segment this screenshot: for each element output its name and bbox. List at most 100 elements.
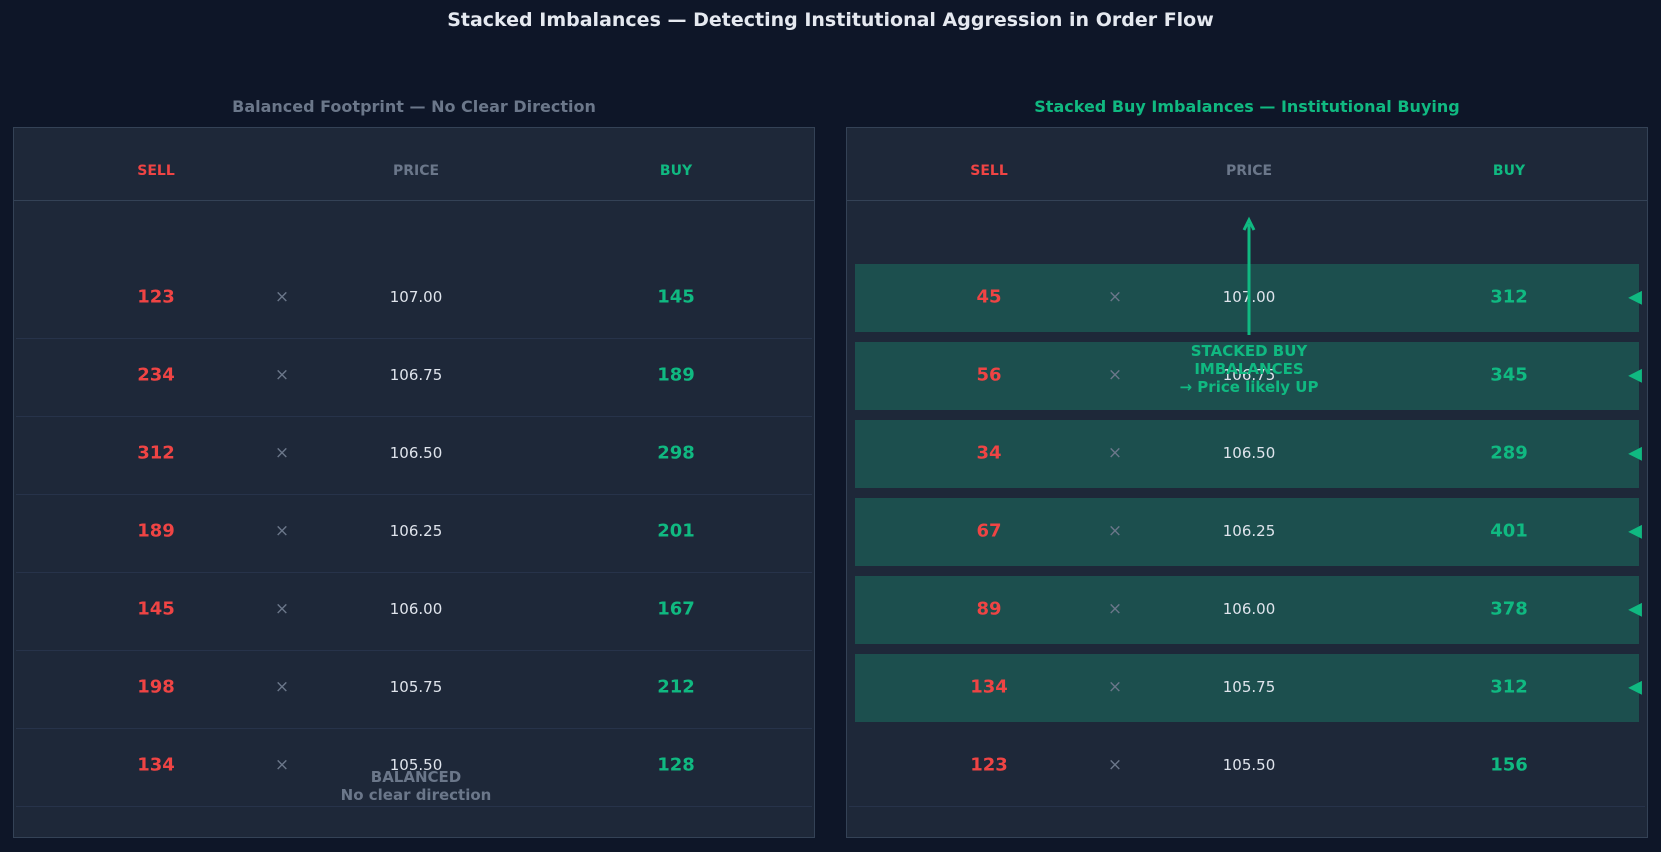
table-row: 56 × 106.75 345 ◀ — [847, 339, 1647, 417]
price-column-header: PRICE — [392, 163, 440, 179]
times-separator: × — [1107, 287, 1123, 307]
table-row: 134 × 105.75 312 ◀ — [847, 651, 1647, 729]
table-row: 123 × 107.00 145 — [14, 261, 814, 339]
price-level: 106.50 — [1222, 444, 1276, 462]
column-header-row: SELL PRICE BUY — [847, 128, 1647, 201]
table-row: 234 × 106.75 189 — [14, 339, 814, 417]
times-separator: × — [1107, 521, 1123, 541]
sell-volume: 134 — [970, 676, 1008, 698]
times-separator: × — [274, 287, 290, 307]
imbalance-marker-icon: ◀ — [1628, 286, 1642, 308]
buy-volume: 378 — [1490, 598, 1528, 620]
sell-volume: 45 — [976, 286, 1002, 308]
table-row: 34 × 106.50 289 ◀ — [847, 417, 1647, 495]
price-level: 106.75 — [1222, 366, 1276, 384]
sell-volume: 56 — [976, 364, 1002, 386]
times-separator: × — [1107, 677, 1123, 697]
price-level: 107.00 — [389, 288, 443, 306]
table-row: 67 × 106.25 401 ◀ — [847, 495, 1647, 573]
buy-column-header: BUY — [659, 163, 693, 179]
price-level: 106.25 — [1222, 522, 1276, 540]
imbalance-marker-icon: ◀ — [1628, 520, 1642, 542]
buy-volume: 189 — [657, 364, 695, 386]
times-separator: × — [274, 599, 290, 619]
balanced-footprint-panel: SELL PRICE BUY 123 × 107.00 145 234 × 106.75 189 31… — [13, 127, 815, 838]
price-level: 106.75 — [389, 366, 443, 384]
buy-volume: 401 — [1490, 520, 1528, 542]
row-divider — [16, 728, 812, 729]
buy-volume: 212 — [657, 676, 695, 698]
times-separator: × — [1107, 365, 1123, 385]
table-row: 189 × 106.25 201 — [14, 495, 814, 573]
chart-title: Stacked Imbalances — Detecting Instituti… — [447, 9, 1214, 31]
buy-volume: 201 — [657, 520, 695, 542]
sell-volume: 134 — [137, 754, 175, 776]
buy-volume: 145 — [657, 286, 695, 308]
sell-volume: 145 — [137, 598, 175, 620]
row-divider — [16, 806, 812, 807]
buy-volume: 345 — [1490, 364, 1528, 386]
buy-volume: 289 — [1490, 442, 1528, 464]
buy-column-header: BUY — [1492, 163, 1526, 179]
imbalance-highlight — [855, 420, 1639, 488]
sell-column-header: SELL — [137, 163, 175, 179]
sell-volume: 67 — [976, 520, 1002, 542]
sell-volume: 234 — [137, 364, 175, 386]
sell-volume: 189 — [137, 520, 175, 542]
times-separator: × — [274, 677, 290, 697]
buy-volume: 128 — [657, 754, 695, 776]
buy-volume: 156 — [1490, 754, 1528, 776]
balanced-annotation: BALANCED No clear direction — [340, 768, 492, 804]
imbalance-highlight — [855, 654, 1639, 722]
up-arrow-icon — [1242, 216, 1256, 335]
sell-volume: 89 — [976, 598, 1002, 620]
arrow-head — [1242, 216, 1256, 231]
buy-volume: 312 — [1490, 286, 1528, 308]
row-divider — [16, 494, 812, 495]
times-separator: × — [1107, 443, 1123, 463]
row-divider — [16, 650, 812, 651]
row-divider — [16, 416, 812, 417]
price-level: 105.50 — [1222, 756, 1276, 774]
price-level: 106.00 — [389, 600, 443, 618]
price-column-header: PRICE — [1225, 163, 1273, 179]
sell-volume: 198 — [137, 676, 175, 698]
imbalance-highlight — [855, 498, 1639, 566]
balanced-panel-title: Balanced Footprint — No Clear Direction — [232, 97, 596, 116]
times-separator: × — [274, 755, 290, 775]
buy-volume: 312 — [1490, 676, 1528, 698]
times-separator: × — [274, 365, 290, 385]
table-row: 89 × 106.00 378 ◀ — [847, 573, 1647, 651]
times-separator: × — [1107, 755, 1123, 775]
stacked-panel-title: Stacked Buy Imbalances — Institutional B… — [1034, 97, 1460, 116]
imbalance-highlight — [855, 342, 1639, 410]
price-level: 106.00 — [1222, 600, 1276, 618]
table-row: 145 × 106.00 167 — [14, 573, 814, 651]
price-level: 106.25 — [389, 522, 443, 540]
table-row: 198 × 105.75 212 — [14, 651, 814, 729]
price-level: 105.50 — [389, 756, 443, 774]
row-divider — [16, 572, 812, 573]
price-level: 105.75 — [1222, 678, 1276, 696]
imbalance-highlight — [855, 264, 1639, 332]
sell-column-header: SELL — [970, 163, 1008, 179]
times-separator: × — [1107, 599, 1123, 619]
buy-volume: 167 — [657, 598, 695, 620]
stacked-annotation: STACKED BUY IMBALANCES → Price likely UP — [1179, 342, 1319, 396]
imbalance-marker-icon: ◀ — [1628, 364, 1642, 386]
buy-volume: 298 — [657, 442, 695, 464]
sell-volume: 312 — [137, 442, 175, 464]
imbalance-marker-icon: ◀ — [1628, 598, 1642, 620]
column-header-row: SELL PRICE BUY — [14, 128, 814, 201]
row-divider — [16, 338, 812, 339]
row-divider — [849, 806, 1645, 807]
times-separator: × — [274, 521, 290, 541]
table-row: 45×107.00312◀ — [847, 261, 1647, 339]
imbalance-highlight — [855, 576, 1639, 644]
times-separator: × — [274, 443, 290, 463]
sell-volume: 123 — [970, 754, 1008, 776]
sell-volume: 34 — [976, 442, 1002, 464]
price-level: 105.75 — [389, 678, 443, 696]
imbalance-marker-icon: ◀ — [1628, 676, 1642, 698]
table-row: 134 × 105.50 128 — [14, 729, 814, 807]
